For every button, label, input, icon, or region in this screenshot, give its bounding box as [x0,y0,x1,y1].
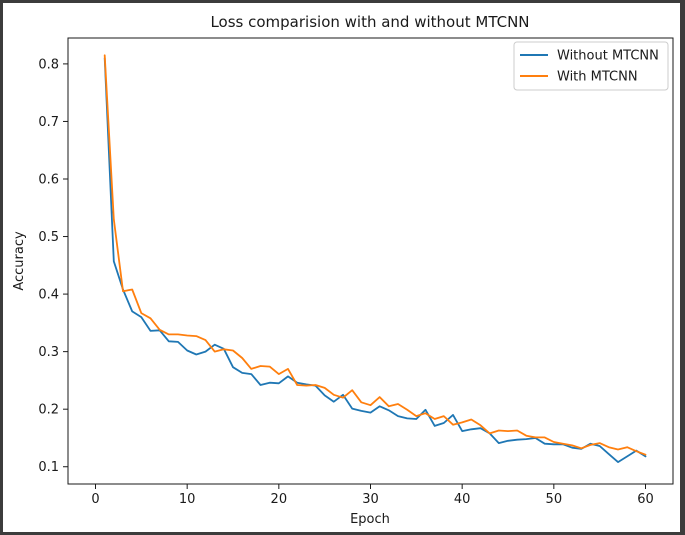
y-tick-label: 0.7 [38,115,59,130]
x-tick-label: 40 [454,492,471,507]
legend-label-with-mtcnn: With MTCNN [557,70,638,85]
y-tick-label: 0.8 [38,57,59,72]
x-tick-label: 60 [637,492,654,507]
y-tick-label: 0.3 [38,345,59,360]
y-tick-label: 0.2 [38,403,59,418]
y-tick-label: 0.6 [38,172,59,187]
x-tick-label: 0 [91,492,99,507]
x-tick-label: 10 [179,492,196,507]
x-axis-label: Epoch [350,512,390,527]
series-line-with-mtcnn [103,54,647,456]
y-tick-label: 0.5 [38,230,59,245]
legend-label-without-mtcnn: Without MTCNN [557,49,659,64]
x-axis: 0 10 20 30 40 50 60 [91,484,654,507]
chart-title: Loss comparision with and without MTCNN [210,13,529,31]
y-axis: 0.1 0.2 0.3 0.4 0.5 0.6 0.7 0.8 [38,57,68,475]
x-tick-label: 50 [546,492,563,507]
y-axis-label: Accuracy [12,231,27,291]
y-tick-label: 0.4 [38,288,59,303]
plot-area [67,37,674,485]
x-tick-label: 30 [362,492,379,507]
loss-chart: Loss comparision with and without MTCNN … [12,13,674,527]
series-line-without-mtcnn [103,57,647,464]
y-tick-label: 0.1 [38,460,59,475]
x-tick-label: 20 [271,492,288,507]
legend-box [513,41,669,91]
figure: Loss comparision with and without MTCNN … [3,3,680,532]
legend: Without MTCNN With MTCNN [513,41,669,91]
series-group [103,54,647,464]
